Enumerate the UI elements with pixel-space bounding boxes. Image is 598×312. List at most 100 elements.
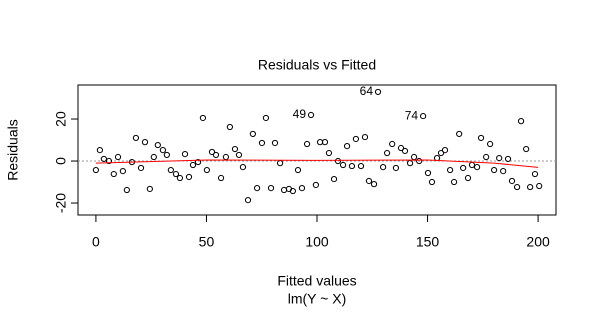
x-axis-label: Fitted values <box>277 273 356 289</box>
point <box>137 164 145 172</box>
point <box>380 164 387 171</box>
point <box>424 169 432 177</box>
point <box>185 173 193 181</box>
point <box>343 143 351 150</box>
point <box>276 160 284 167</box>
smooth-line <box>95 159 539 168</box>
point <box>289 187 297 195</box>
point <box>536 182 543 190</box>
point <box>163 151 170 159</box>
y-tick-label: 20 <box>53 111 69 127</box>
point <box>446 166 454 174</box>
point <box>172 170 180 178</box>
point <box>132 134 140 142</box>
point <box>253 185 261 192</box>
point <box>212 151 220 159</box>
point <box>357 162 365 170</box>
point <box>150 153 157 161</box>
point <box>235 151 243 159</box>
x-tick-label: 50 <box>199 234 215 250</box>
point <box>460 164 467 172</box>
point <box>361 133 369 141</box>
point <box>239 164 247 171</box>
point <box>420 112 427 120</box>
point-label: 49 <box>293 107 307 121</box>
point <box>294 166 302 174</box>
point <box>194 158 202 166</box>
point <box>231 145 239 153</box>
point <box>410 153 418 161</box>
point <box>508 177 516 185</box>
point <box>176 174 184 182</box>
point <box>513 183 521 191</box>
point <box>348 162 356 170</box>
point <box>92 166 100 174</box>
y-tick-label: -20 <box>53 193 69 213</box>
point <box>397 144 405 152</box>
point <box>258 139 266 147</box>
point <box>477 134 485 142</box>
point <box>389 140 396 148</box>
point <box>189 161 197 169</box>
point <box>321 139 329 146</box>
point <box>267 185 275 192</box>
point <box>334 157 342 165</box>
x-tick-label: 150 <box>416 234 440 250</box>
point <box>307 111 315 119</box>
point <box>365 177 373 185</box>
point <box>208 148 216 156</box>
point <box>383 149 391 157</box>
point <box>464 174 472 182</box>
point <box>428 178 436 186</box>
point <box>392 164 400 172</box>
point <box>141 139 149 146</box>
point <box>500 168 507 175</box>
point <box>262 114 270 122</box>
point <box>401 147 409 155</box>
point <box>100 155 107 163</box>
point <box>504 155 512 163</box>
x-tick-label: 100 <box>305 234 329 250</box>
point <box>96 147 103 154</box>
plot-frame <box>77 84 557 216</box>
point <box>226 123 233 131</box>
point <box>110 170 117 178</box>
point <box>352 135 360 143</box>
point <box>450 178 458 186</box>
point <box>154 141 161 149</box>
point <box>123 186 130 194</box>
chart-title: Residuals vs Fitted <box>258 57 376 73</box>
point <box>271 139 279 147</box>
point-label: 64 <box>360 84 374 98</box>
subtitle: lm(Y ~ X) <box>288 291 346 307</box>
y-tick-label: 0 <box>53 157 69 165</box>
point <box>280 186 288 194</box>
point <box>312 181 319 189</box>
point <box>330 175 338 183</box>
point <box>167 166 174 174</box>
point <box>217 174 225 182</box>
point-label: 74 <box>405 108 419 122</box>
point <box>298 185 306 192</box>
point <box>325 149 333 157</box>
point <box>370 181 378 188</box>
point <box>496 154 503 162</box>
point <box>114 153 122 161</box>
point <box>249 130 256 138</box>
point <box>105 157 113 165</box>
point <box>203 166 210 174</box>
point <box>517 118 525 125</box>
point <box>222 153 230 161</box>
point <box>374 88 382 96</box>
point <box>473 164 481 171</box>
point <box>490 166 498 174</box>
point <box>159 147 166 154</box>
point <box>199 114 207 122</box>
point <box>441 147 449 154</box>
point <box>303 140 311 148</box>
point <box>437 149 445 157</box>
point <box>244 196 252 204</box>
y-axis-label: Residuals <box>5 119 21 180</box>
